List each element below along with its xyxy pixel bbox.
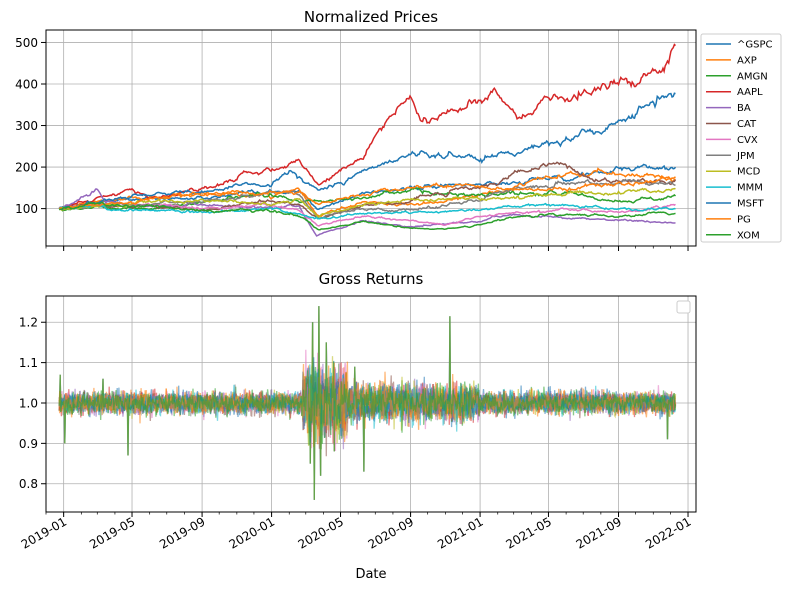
prices-legend: ^GSPC AXP AMGN AAPL BA CAT CVX JPM MCD MMM MSFT PG X… [700,33,782,243]
returns-axes-frame [45,295,697,513]
returns-title: Gross Returns [319,270,424,288]
legend-entry: MSFT [737,199,765,210]
y-tick-label: 100 [15,202,38,216]
series-line-mmm [58,202,676,220]
returns-chart: 2019-01 2019-05 2019-09 2020-01 2020-05 2020-… [19,270,697,582]
y-tick-label: 0.9 [19,437,38,451]
prices-axes-frame [45,29,697,247]
y-tick-label: 1.2 [19,316,38,330]
y-tick-label: 500 [15,36,38,50]
legend-entry: AMGN [737,71,768,82]
x-axis-label: Date [355,567,386,582]
x-tick-label: 2020-01 [227,514,277,551]
returns-ticks: 2019-01 2019-05 2019-09 2020-01 2020-05 2020-… [19,316,694,552]
prices-lines [58,43,677,237]
legend-entry: CAT [737,119,757,130]
legend-entry: MMM [737,183,763,194]
x-tick-label: 2020-05 [296,514,346,551]
legend-entry: CVX [737,135,758,146]
x-tick-label: 2019-09 [157,514,207,551]
y-tick-label: 0.8 [19,477,38,491]
prices-ticks: 100 200 300 400 500 [15,36,689,251]
legend-entry: BA [737,103,751,114]
legend-entry: PG [737,214,751,225]
series-line-jpm [58,178,676,220]
y-tick-label: 200 [15,161,38,175]
series-line-pg [58,176,676,210]
legend-frame [700,33,782,243]
x-tick-label: 2019-05 [87,514,137,551]
legend-entry: AXP [737,55,757,66]
series-line-cat [58,161,677,220]
x-tick-label: 2021-09 [574,514,624,551]
series-line-msft [58,92,676,211]
x-tick-label: 2021-05 [504,514,554,551]
returns-empty-legend [676,300,691,314]
x-tick-label: 2022-01 [643,514,693,551]
legend-entry: XOM [737,230,760,241]
y-tick-label: 400 [15,78,38,92]
y-tick-label: 1.0 [19,396,38,410]
prices-chart: 100 200 300 400 500 Normalized Prices [15,8,697,251]
x-tick-label: 2021-01 [435,514,485,551]
returns-lines [58,306,677,500]
series-line-aapl [59,43,677,210]
legend-entry: JPM [736,151,755,162]
x-tick-label: 2019-01 [19,514,69,551]
legend-entry: AAPL [737,87,763,98]
legend-entry: MCD [737,167,761,178]
series-line-mcd [58,187,676,218]
y-tick-label: 300 [15,119,38,133]
y-tick-label: 1.1 [19,356,38,370]
returns-line-xom [58,306,677,500]
series-line-xom [58,201,676,231]
series-line-cvx [58,202,676,227]
x-tick-label: 2020-09 [366,514,416,551]
prices-title: Normalized Prices [304,8,438,26]
legend-entry: ^GSPC [737,40,773,51]
